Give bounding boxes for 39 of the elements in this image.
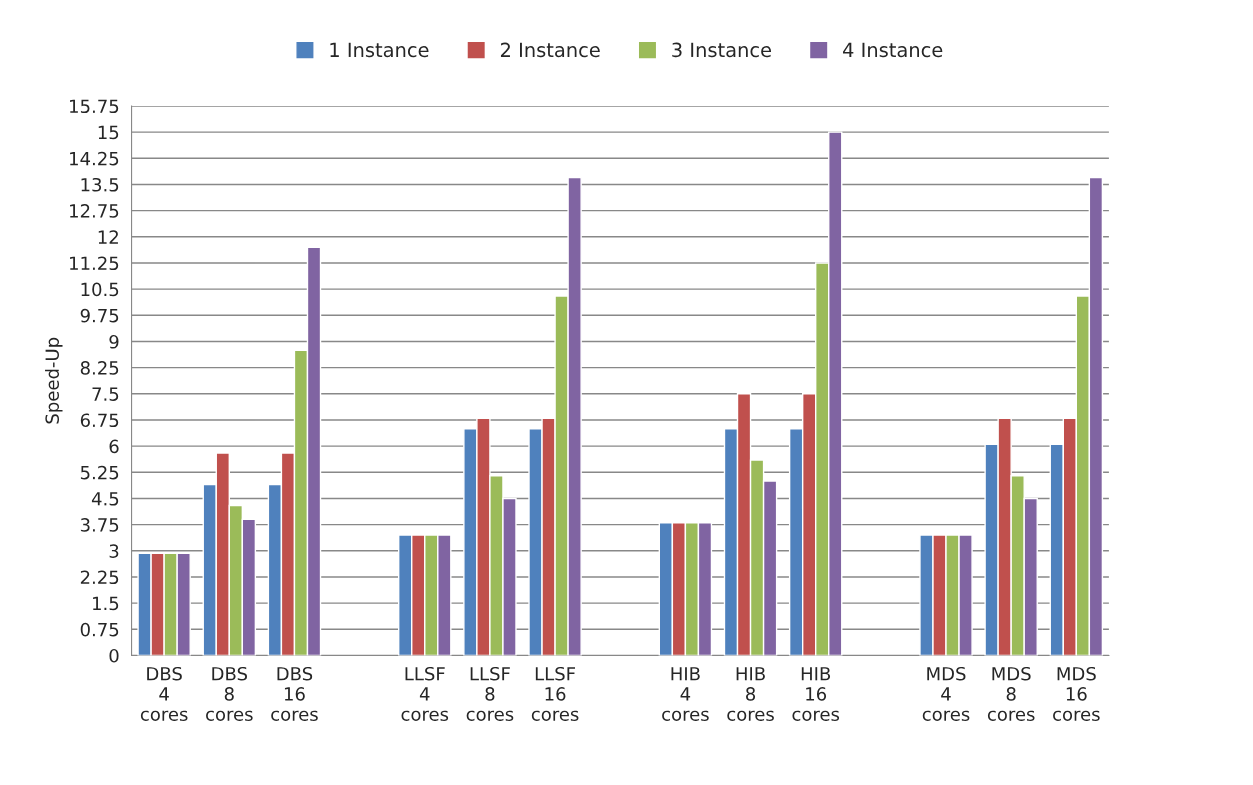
y-tick-label: 1.5 <box>93 596 119 611</box>
x-tick-label: MDS 4 cores <box>922 666 970 721</box>
y-tick-label: 15.75 <box>70 99 119 114</box>
y-tick-label: 3 <box>109 544 119 558</box>
y-tick-label: 9.75 <box>80 308 119 323</box>
y-tick-label: 6.75 <box>80 413 119 428</box>
y-tick-label: 9 <box>109 334 119 349</box>
y-tick-label: 6 <box>109 439 119 454</box>
x-tick-label: LLSF 4 cores <box>401 666 449 721</box>
legend-label: 1 Instance <box>330 42 429 58</box>
x-tick-label: DBS 4 cores <box>140 666 188 721</box>
x-tick-label: DBS 16 cores <box>271 666 318 721</box>
y-tick-label: 3.75 <box>80 518 119 532</box>
y-tick-label: 5.25 <box>80 465 119 480</box>
legend-label: 3 Instance <box>672 42 772 58</box>
y-tick-label: 15 <box>98 125 119 140</box>
y-tick-label: 0 <box>109 648 119 663</box>
x-tick-label: MDS 8 cores <box>987 666 1035 721</box>
x-tick-label: HIB 4 cores <box>662 667 709 721</box>
x-tick-label: HIB 16 cores <box>792 667 840 721</box>
y-tick-label: 0.75 <box>80 622 119 637</box>
legend-label: 4 Instance <box>843 42 943 58</box>
y-tick-label: 2.25 <box>80 570 119 585</box>
x-tick-label: LLSF 16 cores <box>531 666 579 721</box>
y-tick-label: 8.25 <box>80 361 119 375</box>
x-tick-label: MDS 16 cores <box>1053 666 1100 721</box>
y-tick-label: 11.25 <box>70 256 119 271</box>
y-tick-label: 7.5 <box>92 387 119 401</box>
y-tick-label: 12 <box>98 230 118 244</box>
y-tick-label: 13.5 <box>81 177 119 192</box>
legend-label: 2 Instance <box>500 42 600 58</box>
y-tick-label: 4.5 <box>91 492 119 506</box>
y-tick-label: 14.25 <box>70 151 119 166</box>
x-tick-label: DBS 8 cores <box>206 666 253 721</box>
y-tick-label: 10.5 <box>81 282 119 297</box>
x-tick-label: LLSF 8 cores <box>466 666 514 721</box>
y-axis-title: Speed-Up <box>45 337 63 424</box>
x-tick-label: HIB 8 cores <box>727 667 774 721</box>
y-tick-label: 12.75 <box>70 204 119 218</box>
